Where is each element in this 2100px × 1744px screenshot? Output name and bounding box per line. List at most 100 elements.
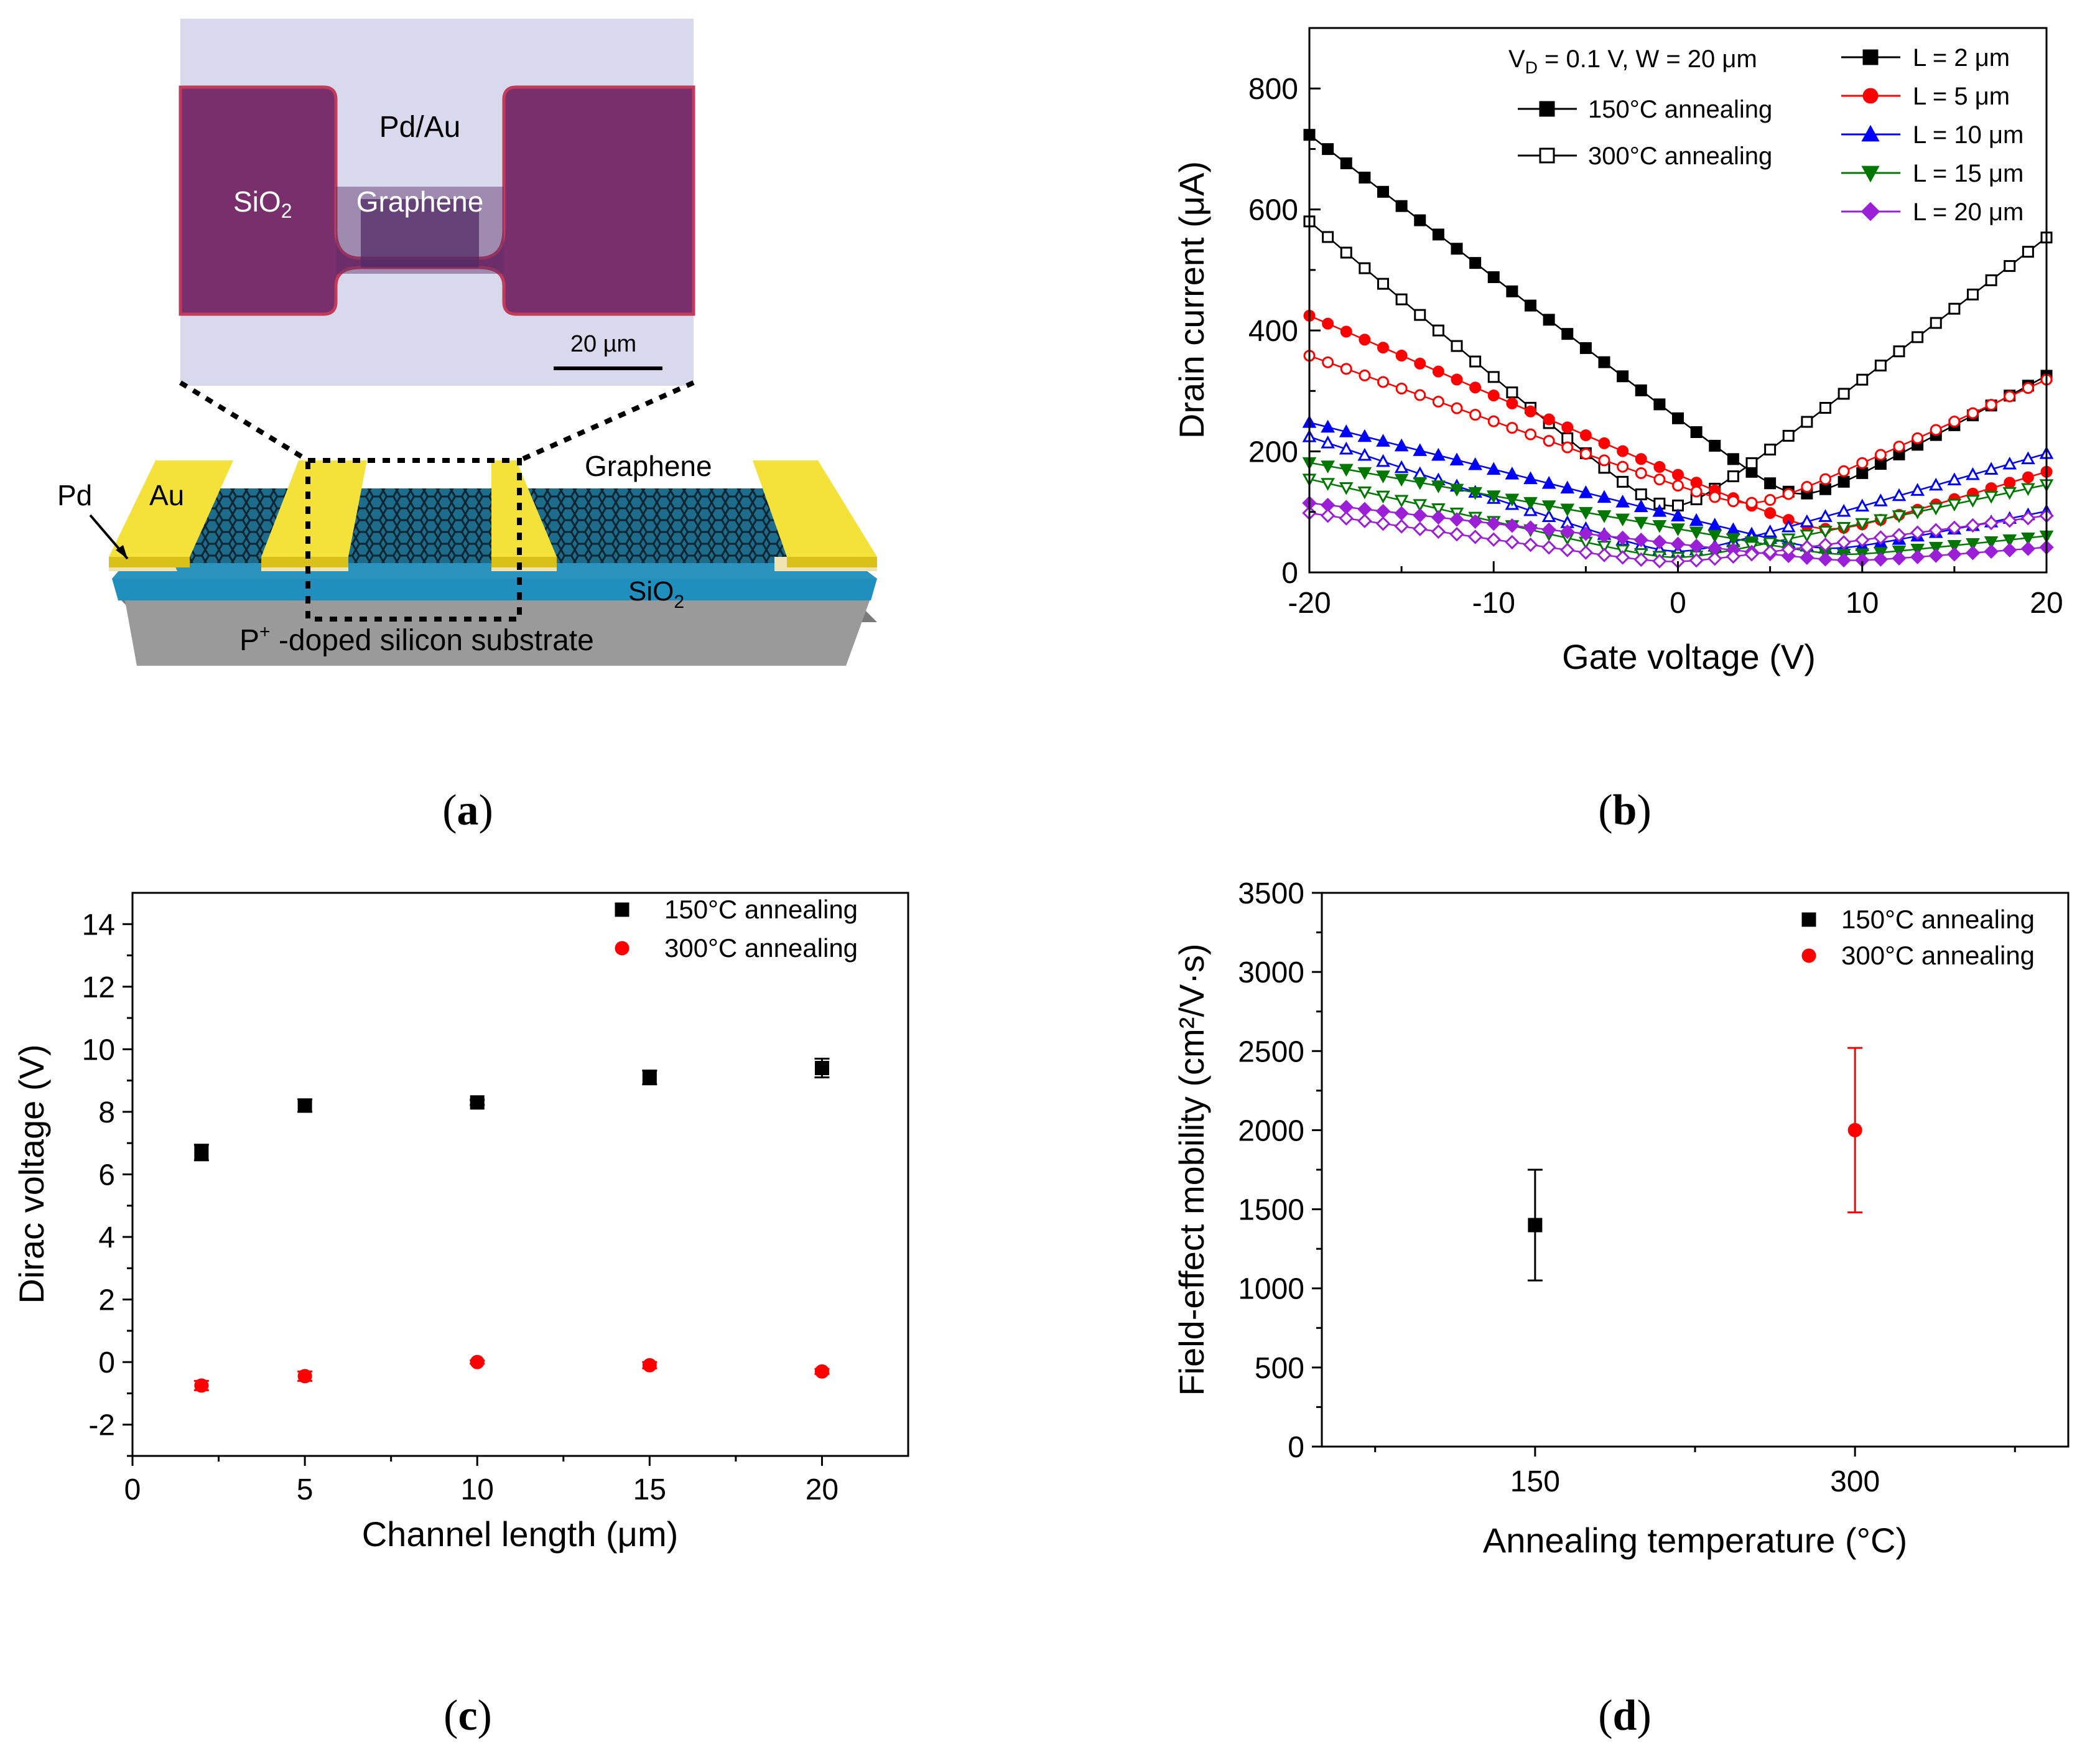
legend-length-b: L = 2 μm L = 5 μm L = 10 μm L = 15 μm L = 20… bbox=[1841, 44, 2023, 226]
point-anneal300-0 bbox=[1874, 359, 1887, 371]
legend-text-b: 300°C annealing bbox=[1588, 142, 1772, 170]
point-anneal150-1 bbox=[1579, 429, 1592, 442]
xtick-label-d: 300 bbox=[1830, 1465, 1880, 1498]
point-anneal300-1 bbox=[2004, 390, 2016, 403]
xtick-label-c: 10 bbox=[461, 1473, 494, 1506]
transfer-curves bbox=[1302, 129, 2054, 569]
xtick-label-c: 15 bbox=[633, 1473, 666, 1506]
point-anneal150-2 bbox=[1376, 434, 1390, 447]
panel-c: 0 5 10 15 20 -2 0 2 4 6 8 10 12 14 Channel length (μm… bbox=[12, 892, 909, 1554]
point-d-1 bbox=[1847, 1122, 1862, 1137]
label-graphene-device: Graphene bbox=[585, 450, 712, 482]
ytick-label-d: 3500 bbox=[1238, 877, 1304, 910]
point-anneal300-3 bbox=[1966, 495, 1980, 508]
point-anneal300-4 bbox=[1523, 537, 1538, 553]
xlabel-c: Channel length (μm) bbox=[362, 1514, 679, 1554]
point-anneal300-1 bbox=[1948, 416, 1961, 428]
point-anneal300-0 bbox=[1930, 317, 1942, 329]
point-anneal150-2 bbox=[1597, 490, 1612, 503]
point-anneal150-1 bbox=[1635, 453, 1647, 465]
point-anneal300-3 bbox=[1874, 514, 1888, 528]
zoom-line-right bbox=[518, 380, 695, 463]
point-anneal300-0 bbox=[1377, 277, 1389, 290]
point-anneal150-0 bbox=[1653, 398, 1666, 411]
point-anneal300-1 bbox=[1432, 396, 1444, 408]
xtick-label-b: 20 bbox=[2030, 587, 2063, 620]
zoom-box bbox=[305, 458, 522, 622]
ytick-label-b: 0 bbox=[1281, 557, 1298, 590]
point-anneal300-4 bbox=[1707, 551, 1722, 566]
point-anneal300-4 bbox=[1578, 545, 1594, 560]
graphene-sheet bbox=[149, 488, 827, 563]
legend-text-len: L = 20 μm bbox=[1913, 198, 2023, 226]
electrode-1 bbox=[109, 460, 233, 571]
point-anneal150-4 bbox=[1873, 552, 1889, 567]
point-anneal300-1 bbox=[1561, 441, 1574, 454]
point-anneal300-1 bbox=[1377, 376, 1389, 388]
point-anneal150-1 bbox=[1487, 389, 1500, 402]
point-anneal300-0 bbox=[1745, 457, 1758, 469]
point-anneal150-1 bbox=[1451, 373, 1463, 386]
point-anneal300-1 bbox=[1856, 457, 1869, 469]
point-anneal300-4 bbox=[1541, 540, 1556, 555]
legend-text-c: 300°C annealing bbox=[664, 933, 858, 963]
point-anneal150-0 bbox=[1359, 171, 1371, 184]
point-anneal300-1 bbox=[1487, 415, 1500, 427]
point-anneal300-3 bbox=[1984, 491, 1999, 504]
point-anneal150-2 bbox=[1523, 471, 1538, 485]
point-anneal300-3 bbox=[1836, 521, 1851, 535]
point-anneal300-3 bbox=[1910, 506, 1925, 520]
point-anneal150-3 bbox=[1984, 536, 1999, 549]
point-anneal150-0 bbox=[1432, 228, 1444, 241]
legend-text-c: 150°C annealing bbox=[664, 895, 858, 924]
label-sio2-micrograph-sub: 2 bbox=[281, 200, 292, 222]
point-anneal300-1 bbox=[1395, 383, 1408, 395]
point-anneal150-4 bbox=[1597, 528, 1612, 543]
ticks-c: 0 5 10 15 20 -2 0 2 4 6 8 10 12 14 bbox=[82, 908, 839, 1506]
point-anneal150-1 bbox=[1543, 413, 1555, 426]
point-anneal300-1 bbox=[1672, 480, 1684, 492]
axes-frame-d bbox=[1321, 892, 2070, 1448]
point-anneal150-3 bbox=[1339, 464, 1354, 477]
oxide-layer bbox=[112, 579, 877, 600]
point-anneal150-0 bbox=[1856, 467, 1869, 479]
point-anneal300-0 bbox=[1322, 231, 1334, 243]
point-anneal300-2 bbox=[1321, 435, 1335, 449]
point-anneal300-1 bbox=[1617, 460, 1629, 473]
point-c-1 bbox=[470, 1355, 485, 1369]
point-anneal150-3 bbox=[1726, 533, 1740, 546]
point-anneal150-3 bbox=[1615, 513, 1630, 527]
point-anneal300-4 bbox=[1910, 525, 1925, 540]
point-anneal300-0 bbox=[1487, 371, 1500, 383]
point-anneal150-2 bbox=[1579, 485, 1593, 498]
point-anneal300-4 bbox=[1744, 547, 1759, 562]
point-anneal300-4 bbox=[1467, 529, 1483, 544]
point-anneal150-3 bbox=[1394, 473, 1409, 487]
point-anneal150-0 bbox=[1709, 439, 1721, 452]
label-substrate: P+ -doped silicon substrate bbox=[239, 622, 594, 657]
point-anneal300-4 bbox=[1615, 550, 1630, 565]
point-anneal150-4 bbox=[1670, 536, 1686, 552]
point-anneal150-0 bbox=[1598, 356, 1610, 368]
point-anneal150-3 bbox=[1560, 503, 1575, 517]
point-anneal150-1 bbox=[1506, 397, 1518, 409]
point-anneal150-3 bbox=[1579, 506, 1593, 520]
point-anneal300-4 bbox=[1652, 554, 1667, 569]
point-anneal300-4 bbox=[1486, 532, 1501, 547]
xtick-label-d: 150 bbox=[1510, 1465, 1560, 1498]
point-anneal300-1 bbox=[1819, 473, 1831, 485]
point-anneal300-1 bbox=[1359, 369, 1371, 381]
point-c-0 bbox=[470, 1095, 485, 1110]
point-anneal150-3 bbox=[1468, 487, 1482, 500]
ytick-label-d: 3000 bbox=[1238, 956, 1304, 989]
xtick-label-b: -10 bbox=[1472, 587, 1515, 620]
point-anneal150-4 bbox=[1965, 545, 1981, 561]
point-anneal300-1 bbox=[1506, 422, 1518, 434]
point-c-0 bbox=[194, 1145, 209, 1160]
label-substrate-p: P bbox=[239, 624, 259, 657]
point-anneal150-0 bbox=[1579, 342, 1592, 354]
point-anneal300-4 bbox=[1431, 524, 1446, 539]
ytick-label-c: 4 bbox=[98, 1221, 115, 1254]
ytick-label-c: 14 bbox=[82, 908, 115, 941]
